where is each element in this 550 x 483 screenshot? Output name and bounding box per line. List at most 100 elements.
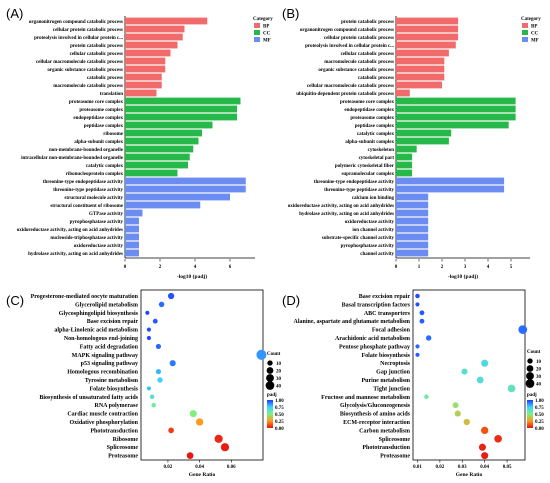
y-tick-label: Cardiac muscle contraction	[67, 412, 138, 418]
y-tick-label: oxidoreductase activity	[74, 244, 124, 249]
count-legend-label: 40	[276, 384, 282, 389]
y-tick-label: supramolecular complex	[341, 172, 394, 177]
y-tick-label: oxidoreductase activity	[345, 220, 395, 225]
y-tick-label: alpha-Linolenic acid metabolism	[54, 328, 138, 334]
y-tick-label: pyrophosphatase activity	[70, 220, 124, 225]
bar	[396, 161, 413, 169]
x-tick-label: 0.03	[458, 465, 467, 470]
padj-legend-label: 0.00	[535, 427, 544, 432]
bar	[125, 233, 139, 241]
data-point	[195, 418, 204, 426]
bar	[396, 41, 456, 49]
bar	[396, 241, 429, 249]
panel-a: (A) organonitrogen compound catabolic pr…	[6, 6, 273, 280]
data-point	[186, 452, 194, 459]
data-point	[155, 343, 162, 349]
y-tick-label: catabolic process	[358, 76, 394, 81]
y-tick-label: Non-homologous end-joining	[64, 336, 138, 342]
y-tick-label: channel activity	[360, 252, 394, 257]
count-legend-label: 30	[536, 375, 542, 380]
count-legend-dot	[527, 358, 533, 364]
bar	[125, 65, 166, 73]
panel-c-count-title: Count	[267, 352, 281, 357]
panel-b-legend-title: Category	[521, 17, 541, 22]
bar	[125, 161, 188, 169]
data-point	[146, 386, 151, 391]
bar	[396, 233, 429, 241]
y-tick-label: organonitrogen compound catabolic proces…	[29, 20, 123, 25]
x-tick-label: 5	[510, 265, 513, 270]
data-point	[452, 402, 459, 409]
y-tick-label: non-membrane-bounded organelle	[49, 148, 124, 153]
bar	[396, 89, 410, 97]
x-tick-label: 2	[441, 265, 444, 270]
bar	[125, 249, 139, 257]
y-tick-label: Tight junction	[373, 386, 410, 392]
bar	[125, 217, 139, 225]
y-tick-label: threonine-type endopeptidase activity	[43, 180, 124, 185]
data-point	[146, 335, 151, 341]
y-tick-label: cytoskeletal part	[359, 156, 395, 161]
panel-c-plot-frame	[140, 289, 264, 461]
y-tick-label: proteolysis involved in cellular protein…	[305, 44, 395, 49]
data-point	[463, 418, 470, 426]
data-point	[214, 434, 223, 443]
panel-d-y-labels: Base excision repair Basal transcription …	[294, 294, 411, 460]
panel-b-legend-cc: CC	[531, 32, 539, 37]
panel-c-label: (C)	[6, 293, 24, 308]
data-point	[415, 352, 420, 357]
data-point	[454, 410, 461, 417]
bar	[125, 121, 213, 129]
panel-b: (B) protein catabolic process organonitro…	[282, 6, 541, 280]
panel-a-legend-bp: BP	[263, 25, 269, 30]
y-tick-label: peptidase complex	[355, 124, 395, 129]
panel-d-count-title: Count	[527, 350, 541, 355]
bar	[396, 113, 516, 121]
panel-a-legend-mf: MF	[263, 39, 271, 44]
y-tick-label: translation	[100, 92, 124, 97]
y-tick-label: Gap junction	[376, 370, 411, 376]
y-tick-label: Phototransduction	[362, 445, 410, 451]
panel-d-count-legend: Count 10 20 30 40	[525, 350, 542, 388]
y-tick-label: organic substance catabolic process	[318, 68, 394, 73]
panel-a-legend-swatch-mf	[254, 37, 260, 42]
y-tick-label: macromolecule catabolic process	[53, 84, 123, 89]
y-tick-label: macromolecule catabolic process	[324, 60, 394, 65]
count-legend-label: 30	[276, 377, 282, 382]
y-tick-label: ribosome	[103, 132, 124, 137]
y-tick-label: ubiquitin-dependent protein catabolic pr…	[296, 92, 394, 97]
y-tick-label: Progesterone-mediated oocyte maturation	[31, 294, 139, 300]
x-tick-label: 0.04	[480, 465, 489, 470]
panel-a-legend: Category BP CC MF	[253, 17, 273, 44]
bar	[125, 185, 246, 193]
data-point	[481, 359, 489, 367]
bar	[396, 17, 459, 25]
x-tick-label: 0.02	[164, 465, 173, 470]
panel-c-padj-legend: padj 1.00 0.75 0.50 0.25 0.00	[267, 393, 284, 432]
bar	[396, 201, 429, 209]
y-tick-label: hydrolase activity, acting on acid anhyd…	[28, 252, 123, 257]
data-point	[507, 384, 516, 393]
data-point	[476, 376, 484, 384]
panel-b-legend: Category BP CC MF	[521, 17, 541, 44]
y-tick-label: Spliceosome	[379, 437, 411, 443]
bar	[125, 41, 178, 49]
y-tick-label: Glycosphingolipid biosynthesis	[59, 311, 139, 317]
panel-b-legend-swatch-cc	[522, 30, 528, 35]
bar	[125, 137, 199, 145]
data-point	[189, 410, 197, 418]
data-point	[157, 377, 163, 383]
y-tick-label: proteolysis involved in cellular protein…	[34, 36, 124, 41]
panel-b-bars	[396, 17, 516, 257]
bar	[125, 105, 237, 113]
bar	[396, 25, 459, 33]
count-legend-dot	[266, 374, 274, 382]
bar	[396, 121, 509, 129]
y-tick-label: structural molecule activity	[64, 196, 123, 201]
panel-a-legend-swatch-cc	[254, 30, 260, 35]
bar	[396, 185, 505, 193]
panel-a-x-title: -log10 (padj)	[177, 273, 207, 280]
bar	[396, 33, 459, 41]
panel-a-legend-cc: CC	[263, 32, 271, 37]
